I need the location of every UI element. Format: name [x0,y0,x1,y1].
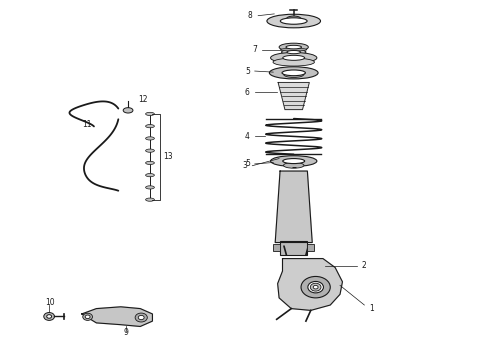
Polygon shape [278,82,309,110]
Text: 12: 12 [138,95,147,104]
Text: 5: 5 [245,159,250,168]
Text: 13: 13 [164,152,173,161]
Ellipse shape [146,186,154,189]
Ellipse shape [310,283,321,291]
Polygon shape [275,171,312,243]
Ellipse shape [279,43,308,51]
Ellipse shape [85,315,90,319]
Ellipse shape [135,313,147,322]
Text: 2: 2 [362,261,367,270]
Text: 1: 1 [369,304,374,313]
Ellipse shape [146,149,154,152]
Ellipse shape [146,137,154,140]
Bar [273,244,280,251]
Ellipse shape [301,276,330,298]
Ellipse shape [146,112,154,116]
Ellipse shape [287,50,300,54]
Ellipse shape [281,48,307,51]
Ellipse shape [44,312,54,320]
Ellipse shape [267,14,320,28]
Text: 9: 9 [123,328,128,337]
Ellipse shape [284,71,304,77]
Ellipse shape [138,315,144,320]
Ellipse shape [146,174,154,177]
Ellipse shape [83,313,93,320]
Ellipse shape [146,125,154,128]
Text: 8: 8 [247,11,252,20]
Ellipse shape [282,70,305,76]
Text: 5: 5 [245,67,250,76]
Ellipse shape [270,156,317,166]
Ellipse shape [273,58,315,66]
Ellipse shape [280,18,307,24]
Text: 4: 4 [245,132,250,141]
Ellipse shape [282,49,306,55]
Polygon shape [82,307,152,327]
Ellipse shape [286,45,301,49]
Text: 6: 6 [245,88,250,97]
Bar [280,241,307,255]
Ellipse shape [313,285,318,289]
Ellipse shape [283,158,305,163]
Ellipse shape [270,67,318,79]
Ellipse shape [287,16,301,22]
Ellipse shape [270,53,317,63]
Ellipse shape [283,55,305,60]
Polygon shape [278,258,343,310]
Ellipse shape [146,161,154,165]
Ellipse shape [146,198,154,201]
Text: 7: 7 [252,45,257,54]
Bar [307,244,315,251]
Ellipse shape [308,282,323,293]
Ellipse shape [284,162,304,168]
Text: 3: 3 [243,161,247,170]
Ellipse shape [123,108,133,113]
Text: 11: 11 [82,120,91,129]
Text: 10: 10 [45,298,54,307]
Ellipse shape [47,315,51,318]
